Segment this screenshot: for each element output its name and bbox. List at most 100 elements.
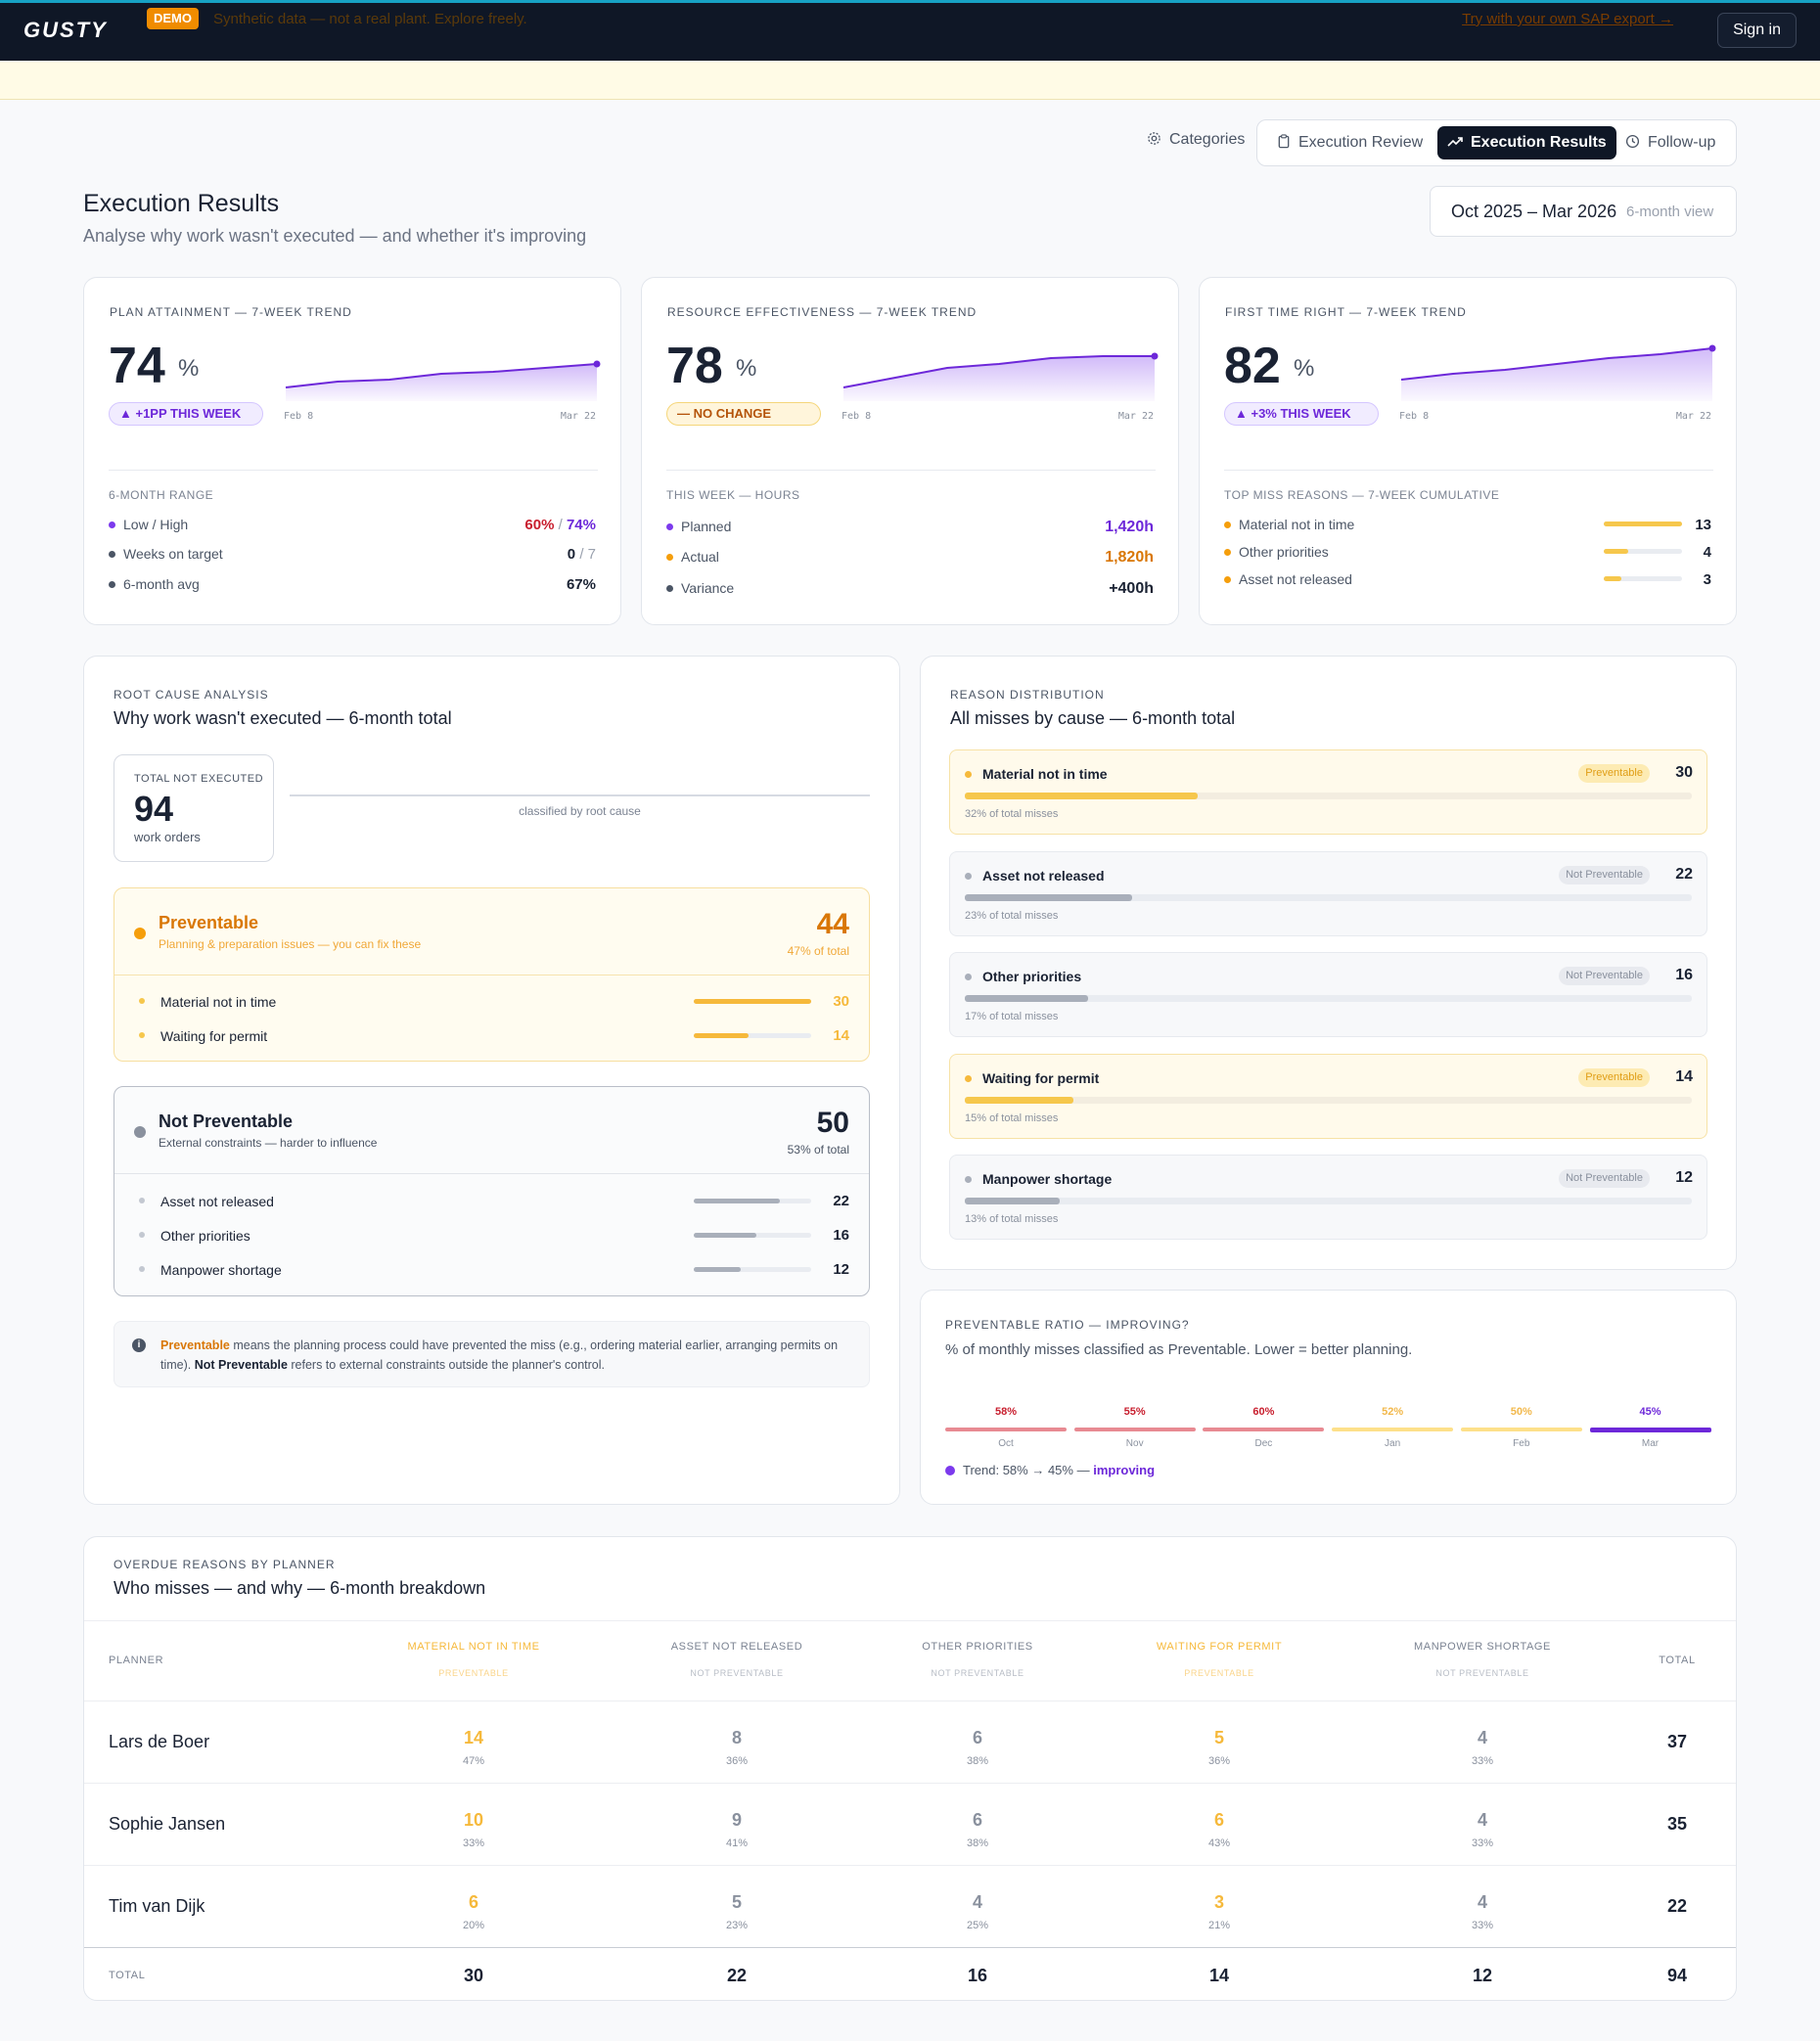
- top-bar: [0, 0, 1820, 61]
- date-range-picker[interactable]: Oct 2025 – Mar 2026 6-month view: [1430, 186, 1737, 237]
- cell-percent: 36%: [725, 1755, 749, 1767]
- cell-value: 6: [972, 1810, 982, 1830]
- logo[interactable]: GUSTY: [23, 18, 108, 42]
- stat-material-value: 13: [1695, 517, 1711, 533]
- not-preventable-item-label: Asset not released: [160, 1194, 274, 1209]
- ratio-value: 52%: [1382, 1406, 1404, 1418]
- footer-total-label: TOTAL: [109, 1970, 146, 1981]
- kpi-sparkline: [1400, 344, 1716, 401]
- ratio-bar: [945, 1428, 1067, 1431]
- footer-total-value: 12: [1472, 1966, 1493, 1985]
- reason-bar-fill: [965, 893, 1132, 901]
- tab-execution-results[interactable]: Execution Results: [1437, 126, 1616, 159]
- tab-follow-up[interactable]: Follow-up: [1615, 126, 1725, 159]
- reason-badge: Preventable: [1578, 1067, 1650, 1087]
- kpi-eyebrow: RESOURCE EFFECTIVENESS — 7-WEEK TREND: [667, 305, 978, 319]
- stat-weeks-on-target: Weeks on target: [109, 546, 223, 562]
- reason-bar-fill: [965, 793, 1198, 799]
- sparkline-end-point: [1708, 344, 1716, 352]
- preventable-share: 47% of total: [787, 944, 849, 958]
- preventable-title: Preventable: [159, 913, 259, 932]
- reason-dot: [965, 872, 972, 880]
- not-preventable-item-value: 22: [833, 1193, 849, 1209]
- reason-share: 13% of total misses: [965, 1213, 1059, 1225]
- reason-item: Material not in time Preventable 30 32% of …: [949, 749, 1707, 835]
- stat-variance-value: +400h: [1109, 580, 1154, 597]
- cell-value: 3: [1213, 1892, 1224, 1912]
- divider: [109, 470, 598, 471]
- reason-label: Other priorities: [982, 969, 1082, 984]
- cell-percent: 33%: [462, 1837, 485, 1849]
- ratio-bar: [1203, 1428, 1325, 1431]
- stat-low-high-value: 60% / 74%: [524, 517, 596, 533]
- preventable-desc: Planning & preparation issues — you can …: [159, 937, 422, 951]
- footer-grand-total: 94: [1666, 1966, 1688, 1985]
- reason-bar: [965, 1198, 1692, 1204]
- preventable-ratio-card: [920, 1290, 1737, 1505]
- th-reason-type: NOT PREVENTABLE: [931, 1668, 1024, 1678]
- cell-percent: 47%: [462, 1755, 485, 1767]
- th-reason-type: NOT PREVENTABLE: [690, 1668, 784, 1678]
- th-reason-type: NOT PREVENTABLE: [1435, 1668, 1529, 1678]
- kpi-axis-end: Mar 22: [1675, 411, 1711, 422]
- planner-table-title: Who misses — and why — 6-month breakdown: [114, 1578, 486, 1598]
- cell-value: 5: [1213, 1728, 1224, 1747]
- kpi-axis-start: Feb 8: [284, 411, 314, 422]
- planner-name[interactable]: Lars de Boer: [109, 1732, 210, 1751]
- reason-badge: Not Preventable: [1559, 865, 1650, 884]
- reason-badge: Preventable: [1578, 764, 1650, 783]
- preventable-group: Preventable Planning & preparation issue…: [114, 887, 870, 1062]
- stat-6-month-avg: 6-month avg: [109, 576, 200, 592]
- footer-total-value: 22: [726, 1966, 748, 1985]
- ratio-bar: [1589, 1428, 1711, 1432]
- ratio-value: 45%: [1639, 1406, 1661, 1418]
- sap-export-link[interactable]: Try with your own SAP export →: [1462, 11, 1673, 27]
- reason-share: 15% of total misses: [965, 1111, 1059, 1124]
- not-preventable-share: 53% of total: [787, 1143, 849, 1157]
- stat-bar: [1604, 576, 1682, 581]
- planner-name[interactable]: Tim van Dijk: [109, 1896, 205, 1916]
- nav-tab-group: Execution Review Execution Results Follo…: [1256, 119, 1737, 166]
- reason-item: Other priorities Not Preventable 16 17% of …: [949, 952, 1707, 1037]
- nav-categories[interactable]: Categories: [1147, 131, 1245, 149]
- clock-icon: [1625, 134, 1640, 149]
- reason-bar: [965, 793, 1692, 799]
- stat-actual: Actual: [666, 549, 719, 565]
- stat-low-high: Low / High: [109, 517, 188, 532]
- divider: [666, 470, 1156, 471]
- tab-execution-review[interactable]: Execution Review: [1267, 126, 1433, 159]
- sparkline-line: [1400, 347, 1713, 381]
- sparkline-line: [285, 363, 598, 388]
- demo-banner: [0, 61, 1820, 100]
- cell-value: 6: [468, 1892, 478, 1912]
- reason-bar: [965, 1096, 1692, 1104]
- sparkline-end-point: [1151, 352, 1159, 360]
- definition-text: Preventable means the planning process c…: [160, 1338, 839, 1372]
- cell-value: 6: [972, 1728, 982, 1747]
- ratio-month: Feb: [1513, 1438, 1530, 1449]
- stat-bar: [1604, 549, 1682, 554]
- planner-name[interactable]: Sophie Jansen: [109, 1814, 226, 1834]
- planner-table-card: [83, 1536, 1737, 2001]
- gear-icon: [1148, 132, 1160, 145]
- th-reason: WAITING FOR PERMIT: [1156, 1641, 1283, 1653]
- th-planner: PLANNER: [109, 1655, 164, 1666]
- footer-total-value: 30: [463, 1966, 484, 1985]
- divider: [1224, 470, 1713, 471]
- reason-dot: [965, 974, 972, 980]
- cell-percent: 21%: [1207, 1920, 1231, 1931]
- nav-categories-label: Categories: [1169, 131, 1246, 148]
- kpi-axis-start: Feb 8: [1399, 411, 1430, 422]
- reason-share: 23% of total misses: [965, 909, 1059, 922]
- not-preventable-item-bar: [694, 1199, 811, 1203]
- kpi-value: 82: [1224, 338, 1281, 394]
- cell-value: 9: [731, 1810, 742, 1830]
- ratio-value: 60%: [1252, 1406, 1275, 1418]
- kpi-badge: ▲ +3% THIS WEEK: [1224, 402, 1379, 426]
- th-reason-type: PREVENTABLE: [1184, 1668, 1254, 1678]
- cell-percent: 20%: [462, 1920, 485, 1931]
- cell-percent: 25%: [966, 1920, 989, 1931]
- reason-item: Manpower shortage Not Preventable 12 13% of…: [949, 1155, 1707, 1240]
- stat-weeks-on-target-value: 0 / 7: [567, 546, 596, 563]
- sign-in-button[interactable]: Sign in: [1717, 13, 1797, 48]
